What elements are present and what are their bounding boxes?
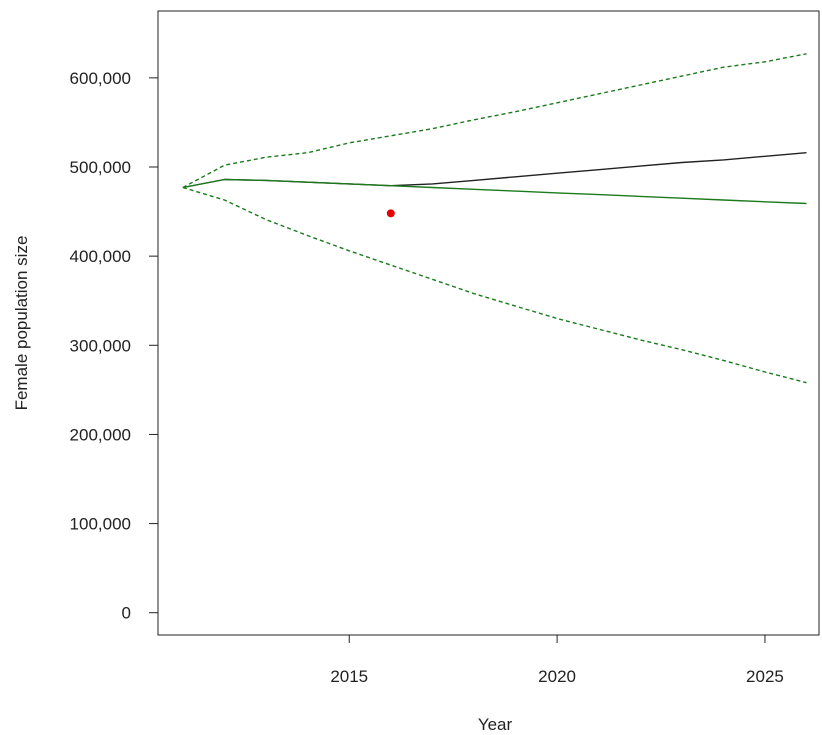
y-tick-label: 100,000 [70, 515, 131, 534]
y-tick-label: 200,000 [70, 425, 131, 444]
y-axis: 0 100,000 200,000 300,000 400,000 500,000 600,… [70, 69, 159, 623]
points-layer [386, 209, 395, 218]
x-axis: 2015 2020 2025 [330, 634, 784, 686]
x-tick-label: 2015 [330, 667, 368, 686]
series-line-4 [182, 186, 807, 384]
series-line-3 [182, 53, 807, 189]
plot-frame [157, 10, 820, 636]
y-tick-label: 500,000 [70, 158, 131, 177]
x-tick-label: 2025 [746, 667, 784, 686]
observed-point-1 [386, 209, 395, 218]
series-line-2 [182, 178, 807, 205]
y-tick-label: 0 [122, 604, 131, 623]
series-line-1 [182, 152, 807, 189]
y-axis-title: Female population size [12, 236, 31, 411]
y-tick-label: 300,000 [70, 336, 131, 355]
x-axis-title: Year [478, 715, 513, 734]
x-tick-label: 2020 [538, 667, 576, 686]
y-tick-label: 400,000 [70, 247, 131, 266]
y-tick-label: 600,000 [70, 69, 131, 88]
series-layer [182, 53, 807, 384]
